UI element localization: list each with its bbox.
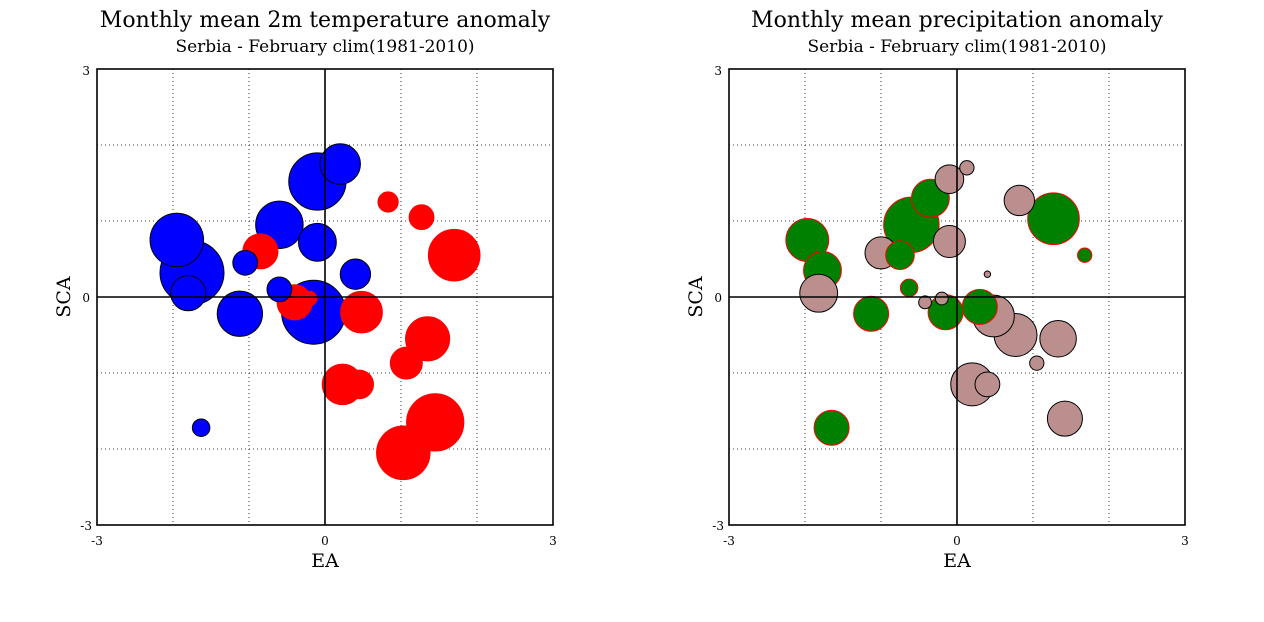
temperature-point-positive — [377, 191, 399, 213]
precipitation-point-negative — [1029, 355, 1045, 371]
temperature-points — [149, 143, 481, 481]
precipitation-point-negative — [983, 270, 992, 278]
temperature-point-negative — [149, 212, 205, 268]
precipitation-xlabel: EA — [943, 550, 971, 572]
temperature-ytick-mid: 0 — [82, 291, 90, 305]
precipitation-ytick-mid: 0 — [714, 291, 722, 305]
temperature-ytick-top: 3 — [82, 64, 90, 78]
precipitation-point-positive — [899, 278, 919, 298]
temperature-xtick-right: 3 — [549, 534, 557, 548]
precipitation-panel: Monthly mean precipitation anomaly Serbi… — [685, 8, 1189, 572]
temperature-point-negative — [339, 258, 372, 290]
temperature-point-positive — [408, 204, 435, 231]
precipitation-point-positive — [1077, 247, 1093, 263]
precipitation-point-negative — [1039, 320, 1077, 358]
precipitation-point-negative — [932, 225, 966, 259]
temperature-point-negative — [170, 275, 207, 312]
precipitation-xtick-right: 3 — [1181, 534, 1189, 548]
temperature-point-positive — [405, 316, 451, 362]
precipitation-point-negative — [934, 291, 949, 306]
precipitation-point-negative — [959, 160, 975, 176]
precipitation-point-negative — [1003, 184, 1035, 217]
temperature-point-positive — [344, 369, 375, 400]
precipitation-point-positive — [853, 295, 890, 332]
temperature-point-negative — [319, 143, 361, 185]
temperature-xtick-left: -3 — [91, 534, 103, 548]
temperature-point-positive — [427, 228, 481, 282]
precipitation-xtick-mid: 0 — [953, 534, 961, 548]
temperature-panel: Monthly mean 2m temperature anomaly Serb… — [53, 8, 557, 572]
precipitation-point-positive — [961, 288, 998, 325]
temperature-plot-frame — [96, 68, 554, 526]
precipitation-plot-frame — [728, 68, 1186, 526]
temperature-point-negative — [216, 290, 264, 337]
temperature-ylabel: SCA — [53, 276, 75, 318]
precipitation-chart-title: Monthly mean precipitation anomaly — [751, 8, 1163, 33]
precipitation-point-positive — [885, 240, 915, 271]
temperature-point-negative — [266, 276, 293, 303]
precipitation-xtick-left: -3 — [723, 534, 735, 548]
precipitation-chart-subtitle: Serbia - February clim(1981-2010) — [807, 37, 1106, 57]
precipitation-ytick-top: 3 — [714, 64, 722, 78]
temperature-point-positive — [376, 425, 431, 481]
precipitation-point-negative — [974, 371, 1001, 398]
temperature-xlabel: EA — [311, 550, 339, 572]
precipitation-ytick-bottom: -3 — [712, 519, 724, 533]
precipitation-point-negative — [799, 273, 839, 313]
precipitation-ylabel: SCA — [685, 276, 707, 318]
precipitation-point-positive — [1027, 192, 1080, 246]
temperature-point-positive — [302, 290, 318, 307]
temperature-xtick-mid: 0 — [321, 534, 329, 548]
precipitation-point-negative — [918, 295, 932, 310]
temperature-chart-title: Monthly mean 2m temperature anomaly — [100, 8, 551, 33]
temperature-chart-subtitle: Serbia - February clim(1981-2010) — [175, 37, 474, 57]
temperature-ytick-bottom: -3 — [80, 519, 92, 533]
precipitation-point-negative — [1046, 400, 1083, 437]
temperature-point-negative — [297, 222, 337, 262]
temperature-point-negative — [191, 418, 211, 437]
temperature-point-positive — [340, 290, 383, 334]
temperature-point-negative — [232, 249, 259, 276]
precipitation-point-positive — [813, 409, 850, 446]
precipitation-points — [785, 160, 1093, 446]
temperature-point-positive — [389, 346, 423, 380]
